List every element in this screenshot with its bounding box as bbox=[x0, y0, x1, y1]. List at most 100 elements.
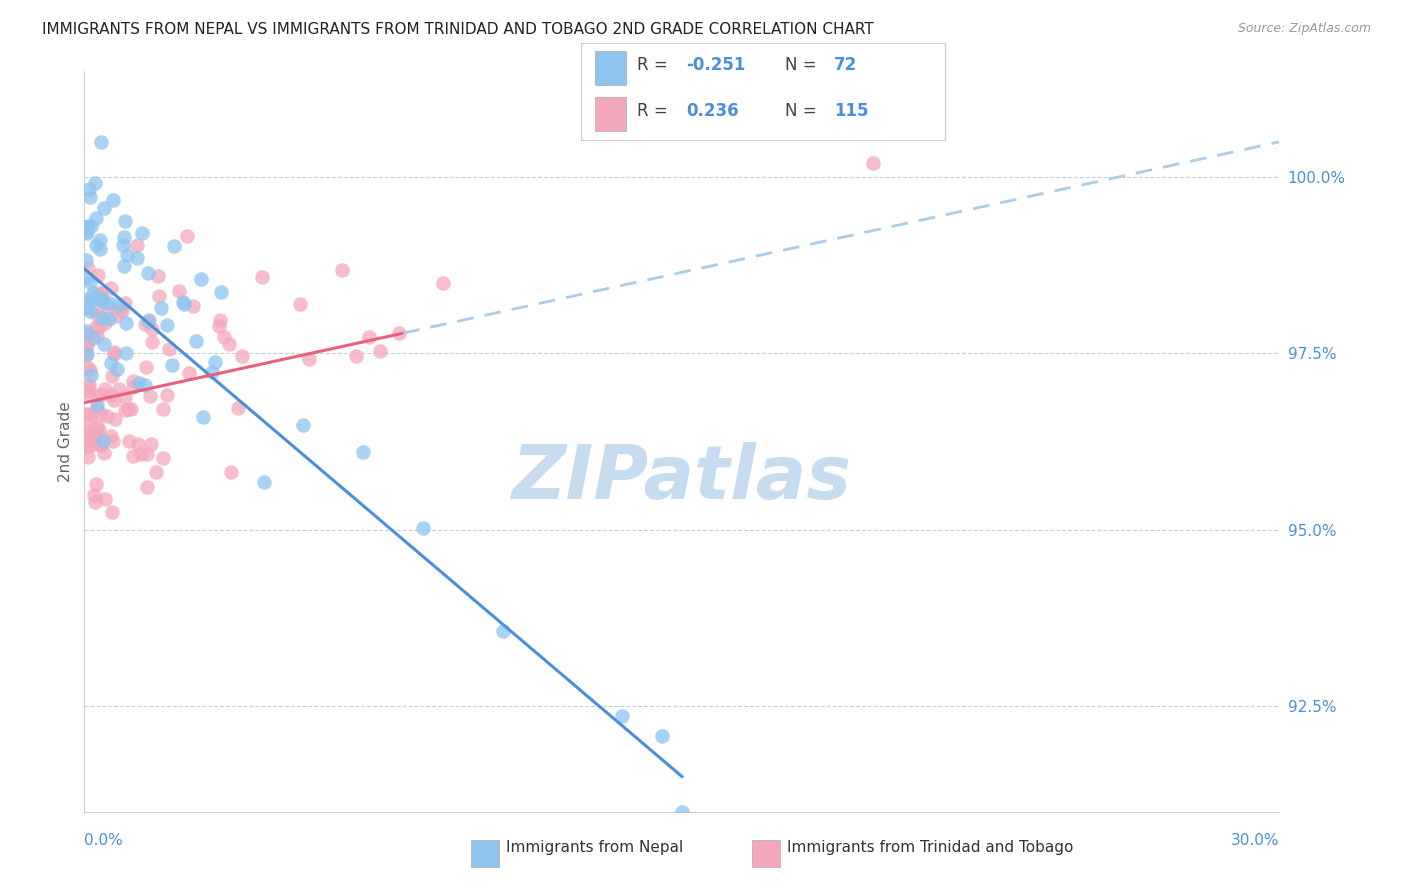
Point bbox=[76, 347, 98, 361]
Point bbox=[82, 331, 104, 345]
Point bbox=[208, 312, 231, 326]
Point bbox=[209, 285, 232, 299]
Point bbox=[107, 383, 129, 397]
Point bbox=[114, 259, 136, 273]
Point bbox=[122, 375, 145, 389]
Point bbox=[862, 156, 884, 170]
Point bbox=[84, 494, 107, 508]
Point bbox=[145, 465, 167, 479]
Point bbox=[89, 242, 111, 256]
Point bbox=[100, 281, 122, 295]
Point bbox=[75, 342, 97, 356]
Point bbox=[115, 316, 138, 330]
Point bbox=[101, 505, 124, 519]
Point bbox=[114, 214, 136, 228]
Point bbox=[122, 380, 145, 394]
Point bbox=[93, 201, 115, 215]
Point bbox=[75, 324, 97, 338]
Point bbox=[86, 418, 108, 433]
Point bbox=[105, 310, 128, 324]
Point bbox=[250, 270, 273, 285]
Point bbox=[76, 359, 98, 374]
Point bbox=[94, 316, 117, 330]
Point bbox=[80, 219, 103, 233]
Point bbox=[117, 401, 139, 416]
Point bbox=[94, 383, 117, 397]
Point bbox=[131, 226, 153, 240]
Point bbox=[111, 304, 134, 318]
Point bbox=[412, 521, 434, 535]
Point bbox=[79, 275, 101, 289]
Point bbox=[86, 437, 108, 451]
Point bbox=[115, 346, 138, 360]
Point bbox=[352, 445, 374, 459]
Point bbox=[177, 366, 200, 380]
Point bbox=[357, 329, 380, 343]
Point bbox=[84, 477, 107, 491]
Point bbox=[127, 238, 149, 252]
Point bbox=[75, 326, 97, 341]
Point bbox=[86, 268, 108, 282]
Point bbox=[121, 449, 143, 463]
Point bbox=[290, 297, 312, 311]
Point bbox=[75, 252, 97, 267]
Point bbox=[141, 322, 163, 336]
Point bbox=[492, 624, 515, 638]
Point bbox=[172, 295, 194, 310]
Point bbox=[156, 388, 179, 402]
Text: 30.0%: 30.0% bbox=[1232, 833, 1279, 848]
Point bbox=[125, 251, 148, 265]
Point bbox=[181, 299, 204, 313]
Point bbox=[86, 398, 108, 412]
Point bbox=[94, 491, 117, 506]
Point bbox=[105, 361, 128, 376]
Point bbox=[79, 407, 101, 421]
Point bbox=[89, 292, 111, 306]
Point bbox=[86, 328, 108, 343]
Point bbox=[432, 276, 454, 290]
Point bbox=[90, 438, 112, 452]
Point bbox=[76, 428, 98, 442]
Point bbox=[77, 328, 100, 343]
Point bbox=[226, 401, 249, 416]
Point bbox=[80, 413, 103, 427]
Point bbox=[103, 393, 125, 408]
Text: R =: R = bbox=[637, 56, 673, 74]
Point bbox=[136, 266, 159, 280]
Point bbox=[93, 294, 115, 309]
Point bbox=[84, 211, 107, 225]
Point bbox=[97, 296, 120, 310]
Point bbox=[136, 313, 159, 327]
Point bbox=[76, 425, 98, 440]
Text: Immigrants from Trinidad and Tobago: Immigrants from Trinidad and Tobago bbox=[787, 840, 1074, 855]
Point bbox=[156, 318, 179, 332]
Point bbox=[82, 285, 104, 300]
Point bbox=[141, 436, 163, 450]
Point bbox=[83, 488, 105, 502]
Point bbox=[83, 302, 105, 317]
Point bbox=[103, 347, 125, 361]
Point bbox=[157, 343, 180, 357]
Point bbox=[86, 238, 108, 252]
Point bbox=[128, 376, 150, 391]
Point bbox=[651, 729, 673, 743]
Point bbox=[108, 298, 131, 312]
Point bbox=[163, 239, 186, 253]
Point bbox=[77, 182, 100, 196]
Text: 0.236: 0.236 bbox=[686, 102, 738, 120]
Point bbox=[75, 440, 97, 454]
Point bbox=[91, 310, 114, 325]
Point bbox=[129, 447, 152, 461]
Point bbox=[112, 230, 135, 244]
Point bbox=[79, 303, 101, 318]
Point bbox=[90, 135, 112, 149]
Point bbox=[79, 363, 101, 377]
Point bbox=[114, 296, 136, 310]
Text: Immigrants from Nepal: Immigrants from Nepal bbox=[506, 840, 683, 855]
Point bbox=[98, 311, 121, 326]
Text: 0.0%: 0.0% bbox=[84, 833, 124, 848]
Point bbox=[97, 301, 120, 315]
Point bbox=[160, 359, 183, 373]
Point bbox=[83, 434, 105, 448]
Point bbox=[148, 289, 170, 303]
